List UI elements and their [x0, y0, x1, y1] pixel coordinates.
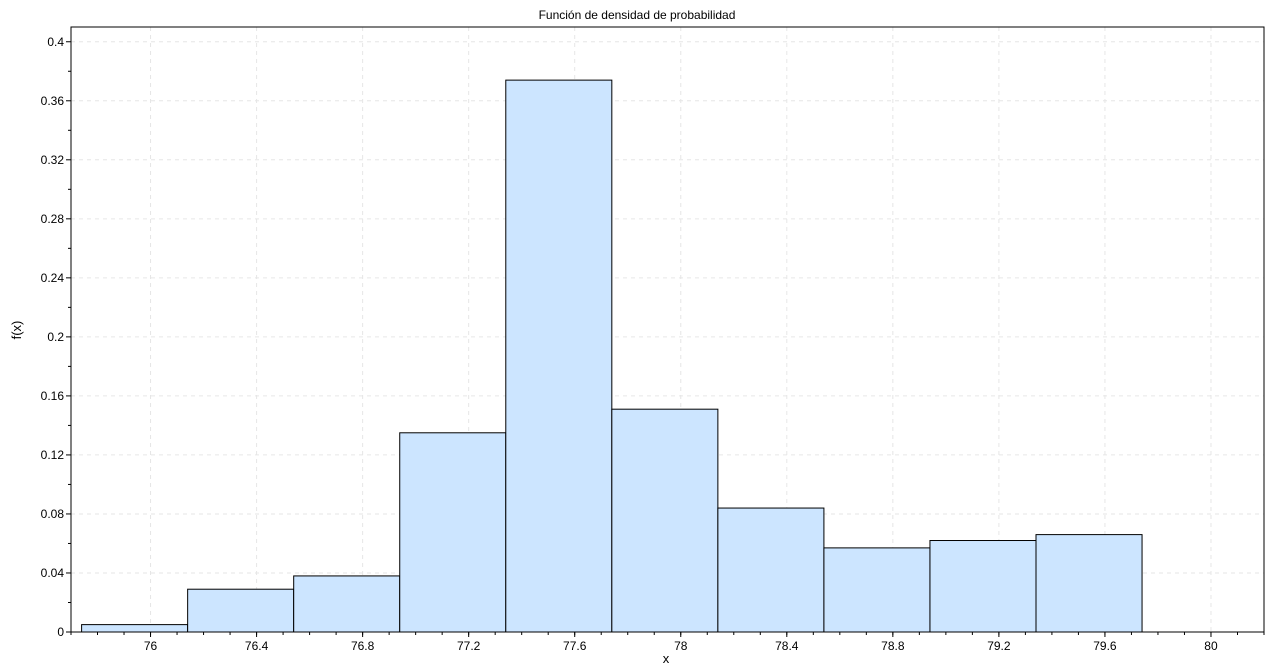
y-tick-label: 0.12 [41, 448, 65, 462]
x-tick-label: 76.8 [351, 639, 375, 653]
histogram-bars [81, 79, 1143, 633]
y-tick-label: 0.16 [41, 389, 65, 403]
y-tick-label: 0 [57, 625, 64, 639]
x-tick-label: 78.4 [775, 639, 799, 653]
histogram-bar [611, 408, 719, 633]
x-tick-label: 78 [674, 639, 688, 653]
histogram-bar [399, 432, 507, 633]
plot-area-frame [70, 26, 1265, 633]
y-axis-label: f(x) [9, 321, 24, 340]
histogram-bar [505, 79, 613, 633]
y-tick-label: 0.2 [47, 330, 64, 344]
histogram-bar [187, 588, 295, 633]
x-tick-label: 77.2 [457, 639, 481, 653]
y-tick-label: 0.36 [41, 94, 65, 108]
x-tick-label: 79.2 [987, 639, 1011, 653]
y-tick-label: 0.28 [41, 212, 65, 226]
x-tick-label: 77.6 [563, 639, 587, 653]
histogram-bar [1035, 534, 1143, 633]
histogram-bar [823, 547, 931, 633]
histogram-bar [81, 624, 189, 633]
y-tick-label: 0.08 [41, 507, 65, 521]
x-tick-label: 79.6 [1093, 639, 1117, 653]
x-tick-label: 78.8 [881, 639, 905, 653]
histogram-bar [293, 575, 401, 633]
y-tick-label: 0.4 [47, 35, 64, 49]
histogram-bar [929, 540, 1037, 633]
chart-title: Función de densidad de probabilidad [539, 8, 736, 22]
x-tick-label: 76 [144, 639, 158, 653]
axis-ticks: 0 0.04 0.08 0.12 0.16 0.2 0.24 0.28 0.32 0.36 0.4 7… [41, 35, 1265, 653]
x-axis-label: x [663, 651, 670, 666]
y-tick-label: 0.04 [41, 566, 65, 580]
y-tick-label: 0.32 [41, 153, 65, 167]
x-tick-label: 80 [1204, 639, 1218, 653]
y-tick-label: 0.24 [41, 271, 65, 285]
x-tick-label: 76.4 [245, 639, 269, 653]
histogram-bar [717, 507, 825, 633]
